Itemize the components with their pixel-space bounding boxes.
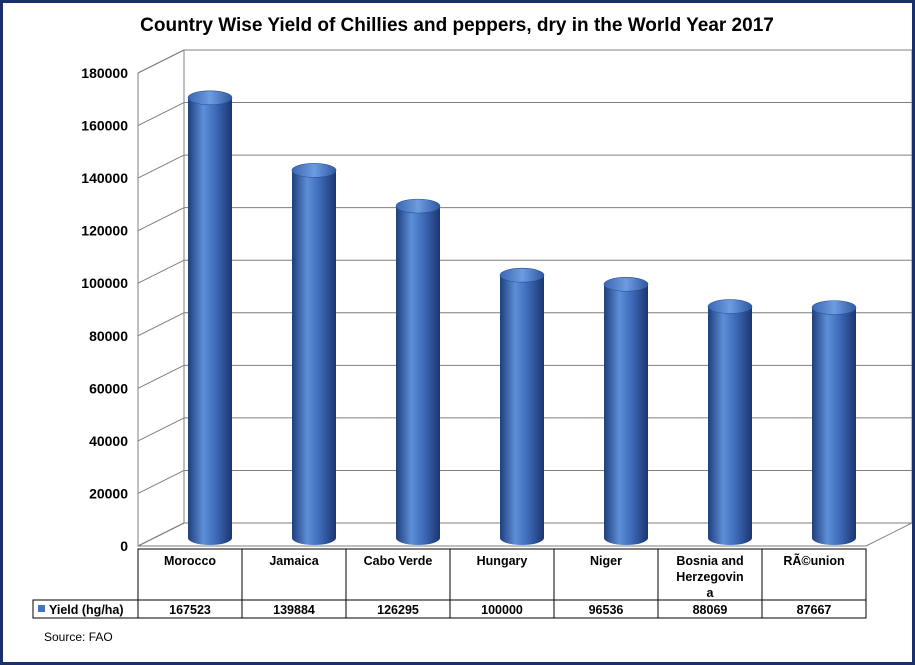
bar-cap	[707, 299, 753, 314]
y-tick-label: 60000	[89, 380, 128, 396]
bar	[812, 307, 856, 545]
chart-title: Country Wise Yield of Chillies and peppe…	[140, 15, 774, 36]
y-tick-label: 160000	[81, 118, 128, 134]
data-label: 167523	[169, 603, 211, 617]
y-tick-label: 140000	[81, 170, 128, 186]
gridline-side	[137, 259, 185, 284]
gridline-side	[137, 154, 185, 179]
x-tick-label: Bosnia and	[676, 554, 743, 568]
bar-cap	[603, 277, 649, 292]
bar-cap	[395, 198, 441, 214]
x-tick-label: Herzegovin	[676, 570, 743, 584]
bar-cap	[291, 163, 337, 178]
source-note: Source: FAO	[44, 630, 113, 644]
y-tick-label: 180000	[81, 65, 128, 81]
x-tick-label: Jamaica	[269, 554, 319, 568]
x-tick-label: Hungary	[477, 554, 528, 568]
bar	[708, 306, 752, 545]
x-tick-label: a	[707, 586, 715, 600]
y-tick-label: 100000	[81, 275, 128, 291]
data-label: 88069	[693, 603, 728, 617]
chart-canvas: Country Wise Yield of Chillies and peppe…	[32, 15, 912, 644]
bar	[188, 97, 232, 546]
data-label: 100000	[481, 603, 523, 617]
gridline-side	[137, 417, 185, 442]
bar	[396, 206, 440, 545]
gridline-side	[137, 312, 185, 337]
legend-swatch	[38, 605, 45, 612]
x-tick-label: Morocco	[164, 554, 216, 568]
bar-cap	[187, 90, 233, 106]
data-label: 87667	[797, 603, 832, 617]
gridline-side	[137, 364, 185, 389]
gridline-side	[137, 49, 185, 74]
x-tick-label: Niger	[590, 554, 622, 568]
data-label: 139884	[273, 603, 315, 617]
bar	[292, 170, 336, 545]
data-label: 96536	[589, 603, 624, 617]
y-tick-label: 120000	[81, 223, 128, 239]
bar	[604, 284, 648, 545]
bar	[500, 275, 544, 545]
side-wall	[137, 49, 185, 547]
gridline-side	[137, 102, 185, 127]
bar-cap	[499, 267, 545, 283]
y-tick-label: 20000	[89, 485, 128, 501]
data-label: 126295	[377, 603, 419, 617]
gridline-side	[137, 207, 185, 232]
plot-area: 0 20000 40000 60000 80000 100000 120000 140000 1…	[32, 49, 912, 644]
bar-cap	[811, 300, 857, 315]
legend-label: Yield (hg/ha)	[49, 603, 124, 617]
gridline-side	[137, 469, 185, 494]
gridline-side	[137, 522, 185, 547]
x-tick-label: RÃ©union	[783, 553, 844, 568]
x-tick-label: Cabo Verde	[364, 554, 433, 568]
y-tick-label: 80000	[89, 328, 128, 344]
y-tick-label: 40000	[89, 433, 128, 449]
y-tick-label: 0	[120, 538, 128, 554]
